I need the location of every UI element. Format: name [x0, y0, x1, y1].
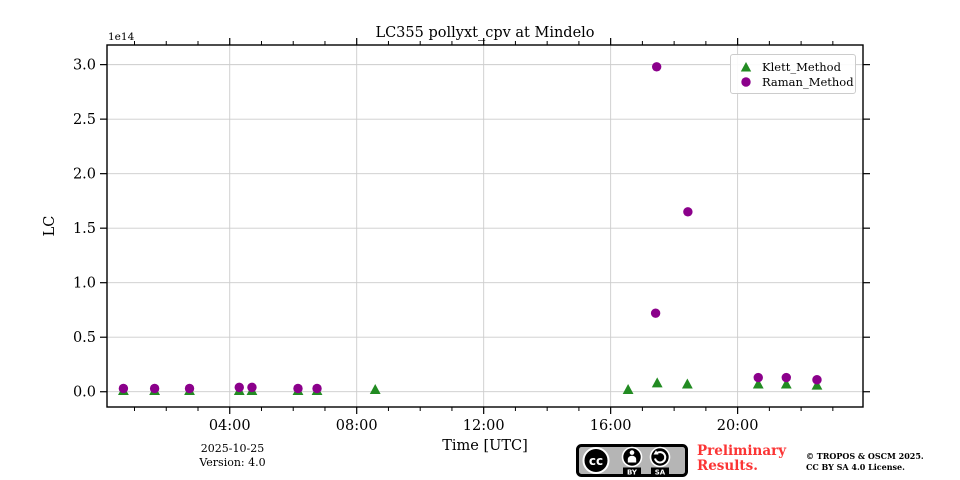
- y-axis-offset-text: 1e14: [108, 31, 135, 43]
- data-point-raman_method: [651, 62, 662, 72]
- plot-border: [106, 44, 864, 408]
- legend-item-klett: Klett_Method: [740, 59, 855, 74]
- y-tick-label: 3.0: [73, 58, 96, 74]
- x-tick-label: 08:00: [336, 418, 378, 434]
- x-tick-label: 20:00: [717, 418, 759, 434]
- chart-title: LC355 pollyxt_cpv at Mindelo: [375, 25, 595, 41]
- data-point-klett_method: [811, 379, 823, 390]
- data-point-raman_method: [234, 382, 244, 393]
- y-tick-label: 2.0: [73, 167, 96, 183]
- circle-marker-icon: [741, 76, 751, 87]
- footer-meta: 2025-10-25 Version: 4.0: [180, 442, 285, 470]
- data-point-klett_method: [651, 377, 663, 388]
- cc-license-badge: cc BY SA: [576, 444, 688, 477]
- copyright-line1: © TROPOS & OSCM 2025.: [806, 451, 924, 461]
- triangle-marker-icon: [740, 61, 752, 71]
- copyright-note: © TROPOS & OSCM 2025. CC BY SA 4.0 Licen…: [806, 451, 924, 473]
- y-axis-label: LC: [42, 215, 58, 237]
- cc-sa-arrow: [654, 451, 667, 464]
- y-tick-label: 2.5: [73, 112, 96, 128]
- y-tick-label: 1.0: [73, 276, 96, 292]
- legend-item-raman: Raman_Method: [740, 74, 855, 89]
- data-point-raman_method: [650, 308, 661, 318]
- data-point-klett_method: [622, 383, 634, 394]
- legend-label-klett: Klett_Method: [762, 59, 841, 74]
- cc-by-person-body: [627, 455, 637, 463]
- y-tick-label: 1.5: [73, 221, 96, 237]
- preliminary-line1: Preliminary: [697, 443, 787, 459]
- data-point-raman_method: [753, 372, 763, 383]
- preliminary-line2: Results.: [697, 458, 758, 474]
- legend-label-raman: Raman_Method: [762, 74, 854, 89]
- data-point-raman_method: [312, 383, 322, 394]
- data-point-raman_method: [812, 375, 822, 385]
- cc-sa-icon: [649, 446, 671, 468]
- data-point-klett_method: [752, 378, 764, 389]
- cc-logo-text: cc: [589, 454, 603, 468]
- data-point-raman_method: [118, 383, 129, 394]
- cc-logo-icon: [582, 447, 610, 474]
- data-point-klett_method: [681, 378, 693, 389]
- x-tick-label: 16:00: [590, 418, 632, 434]
- cc-sa-arrowhead: [653, 450, 659, 455]
- data-point-klett_method: [780, 378, 792, 389]
- footer-date: 2025-10-25: [200, 442, 265, 455]
- data-point-klett_method: [369, 383, 381, 394]
- cc-by-person-head: [629, 450, 635, 455]
- data-point-raman_method: [247, 382, 257, 393]
- cc-by-label: BY: [627, 469, 638, 477]
- legend: Klett_Method Raman_Method: [730, 54, 856, 94]
- footer-version: Version: 4.0: [199, 456, 266, 469]
- data-point-raman_method: [683, 207, 693, 217]
- y-tick-label: 0.5: [73, 330, 96, 346]
- data-point-raman_method: [293, 383, 303, 394]
- data-point-raman_method: [184, 383, 195, 394]
- data-point-raman_method: [149, 383, 160, 394]
- data-point-raman_method: [781, 372, 791, 383]
- y-tick-label: 0.0: [73, 385, 96, 401]
- copyright-line2: CC BY SA 4.0 License.: [806, 462, 905, 472]
- x-tick-label: 04:00: [209, 418, 251, 434]
- x-axis-label: Time [UTC]: [442, 438, 528, 454]
- cc-sa-label: SA: [655, 469, 666, 477]
- preliminary-note: Preliminary Results.: [697, 444, 786, 474]
- x-tick-label: 12:00: [463, 418, 505, 434]
- cc-sa-chip: [651, 467, 669, 476]
- cc-by-chip: [623, 467, 641, 476]
